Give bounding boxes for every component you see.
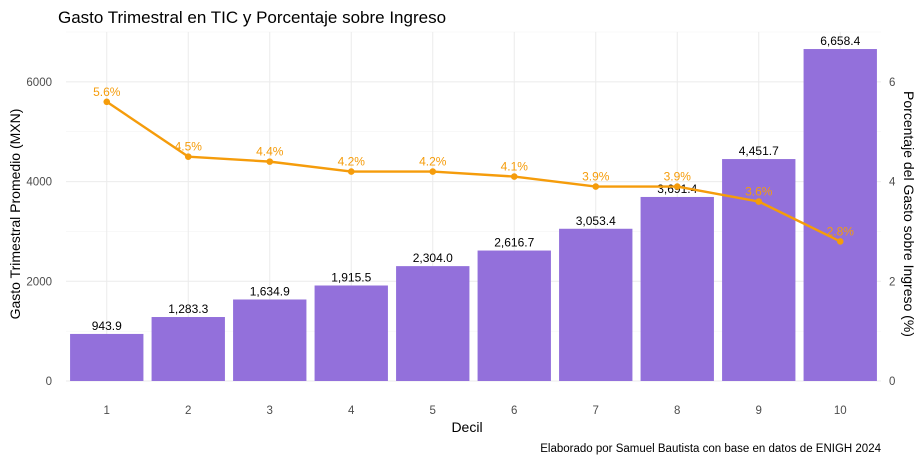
percentage-line <box>106 100 841 243</box>
y2-tick-label: 6 <box>889 77 895 89</box>
percentage-label: 4.4% <box>256 145 284 159</box>
bar <box>803 49 877 382</box>
percentage-point <box>266 158 274 165</box>
bar <box>559 228 633 381</box>
y2-axis-title: Porcentaje del Gasto sobre Ingreso (%) <box>901 91 917 337</box>
x-tick-label: 5 <box>430 405 436 417</box>
percentage-label: 4.1% <box>501 160 529 174</box>
bar <box>314 285 388 381</box>
x-tick-label: 6 <box>511 405 517 417</box>
x-tick-label: 9 <box>756 405 762 417</box>
percentage-label: 2.8% <box>827 224 855 238</box>
x-tick-label: 7 <box>593 405 599 417</box>
percentage-label: 3.9% <box>664 170 692 184</box>
x-tick-label: 1 <box>104 405 110 417</box>
percentage-point <box>429 168 437 175</box>
percentage-point <box>184 153 192 160</box>
percentage-point <box>592 183 600 190</box>
bar <box>640 196 714 381</box>
x-axis-title: Decil <box>451 419 482 435</box>
chart-caption: Elaborado por Samuel Bautista con base e… <box>540 443 881 455</box>
percentage-label: 3.9% <box>582 170 610 184</box>
percentage-label: 3.6% <box>745 185 773 199</box>
percentage-label: 4.2% <box>338 155 366 169</box>
y-axis-title: Gasto Trimestral Promedio (MXN) <box>7 109 23 320</box>
bar-value-label: 3,053.4 <box>576 214 616 228</box>
x-tick-label: 10 <box>834 405 847 417</box>
bar-value-label: 943.9 <box>92 319 122 333</box>
percentage-point <box>347 168 355 175</box>
percentage-point <box>673 183 681 190</box>
bar <box>477 250 551 381</box>
y-tick-label: 6000 <box>26 77 52 89</box>
bar <box>70 333 144 381</box>
bar <box>151 317 225 381</box>
x-tick-label: 8 <box>674 405 680 417</box>
percentage-point <box>103 98 111 106</box>
percentage-label: 4.2% <box>419 155 447 169</box>
x-tick-label: 4 <box>348 405 355 417</box>
y2-tick-label: 0 <box>889 376 895 388</box>
y-tick-label: 2000 <box>26 276 52 288</box>
line-series: 5.6% 4.5% 4.4% 4.2% 4.2% 4.1% 3.9% 3.9% 3.6% 2.8% <box>93 85 854 245</box>
bar <box>233 299 307 381</box>
percentage-point <box>755 198 763 205</box>
percentage-label: 4.5% <box>175 140 203 154</box>
bar-value-label: 1,915.5 <box>331 270 371 284</box>
bar-value-label: 2,304.0 <box>413 251 453 265</box>
bar-value-label: 1,283.3 <box>168 302 208 316</box>
y2-tick-label: 2 <box>889 276 895 288</box>
bar-series <box>70 49 877 382</box>
x-tick-label: 3 <box>267 405 273 417</box>
bar <box>396 266 470 381</box>
y-tick-label: 0 <box>46 376 52 388</box>
x-tick-label: 2 <box>185 405 191 417</box>
axes: 0 2000 4000 6000 0 2 4 6 1 2 3 4 5 6 7 8 9 10 <box>26 77 896 417</box>
chart-title: Gasto Trimestral en TIC y Porcentaje sob… <box>58 8 446 27</box>
bar-value-label: 2,616.7 <box>494 236 534 250</box>
percentage-point <box>510 173 518 180</box>
percentage-point <box>836 238 844 245</box>
bar-value-label: 1,634.9 <box>250 284 290 298</box>
bar-value-label: 4,451.7 <box>739 144 779 158</box>
bar-value-label: 6,658.4 <box>820 34 860 48</box>
percentage-label: 5.6% <box>93 85 121 99</box>
y2-tick-label: 4 <box>889 177 896 189</box>
y-tick-label: 4000 <box>26 177 52 189</box>
